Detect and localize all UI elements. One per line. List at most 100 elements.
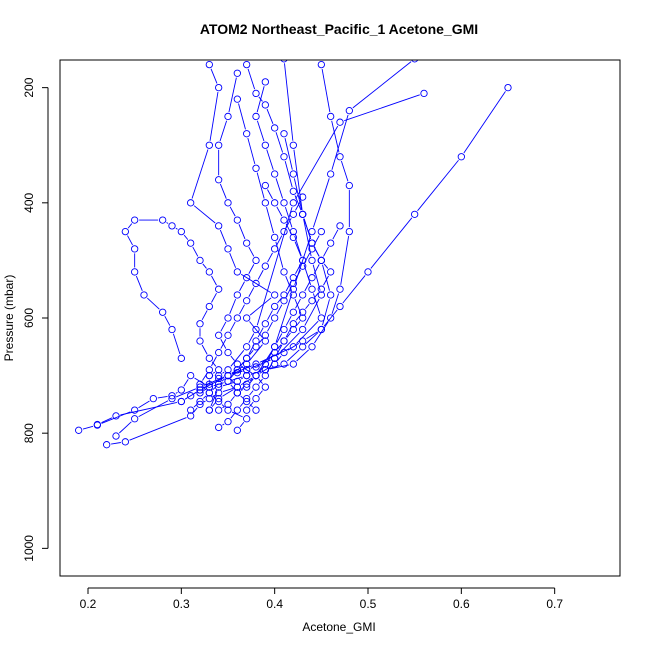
data-point xyxy=(233,268,241,276)
data-point xyxy=(261,331,269,339)
data-point xyxy=(224,366,232,374)
data-point xyxy=(215,380,223,388)
series-line-segment xyxy=(331,114,349,170)
data-point xyxy=(299,262,307,270)
series-line-segment xyxy=(295,125,339,200)
y-tick-label: 400 xyxy=(22,192,36,212)
series-line-segment xyxy=(240,386,244,391)
data-point xyxy=(233,95,241,103)
series-line-segment xyxy=(192,246,199,257)
data-point xyxy=(233,383,241,391)
series-line-segment xyxy=(211,275,217,286)
data-point xyxy=(261,360,269,368)
data-point xyxy=(224,418,232,426)
data-point xyxy=(215,83,223,92)
data-point xyxy=(252,360,260,368)
series-line-segment xyxy=(135,275,143,291)
data-point xyxy=(336,118,344,126)
data-point xyxy=(336,153,344,161)
series-line-segment xyxy=(211,292,217,303)
data-point xyxy=(159,308,167,316)
data-point xyxy=(336,285,344,293)
series-line-segment xyxy=(221,404,226,408)
data-point xyxy=(215,331,223,339)
data-point xyxy=(215,366,223,374)
series-line-segment xyxy=(294,298,302,314)
x-tick-label: 0.2 xyxy=(80,597,97,611)
series-line-segment xyxy=(222,388,234,392)
data-point xyxy=(233,69,241,77)
series-line-segment xyxy=(230,355,235,361)
series-line-segment xyxy=(183,234,189,240)
data-point xyxy=(243,130,251,138)
data-point xyxy=(308,297,316,305)
data-point xyxy=(327,314,335,322)
series-line-segment xyxy=(175,391,178,394)
data-point xyxy=(289,279,297,288)
series-line-segment xyxy=(202,386,207,391)
data-point xyxy=(280,360,288,368)
series-line-segment xyxy=(342,275,366,304)
series-line-segment xyxy=(240,273,272,293)
series-line-segment xyxy=(230,378,235,384)
plot-frame xyxy=(59,59,621,577)
data-point xyxy=(131,268,139,276)
data-point xyxy=(233,389,241,397)
series-line-segment xyxy=(249,297,272,316)
data-point xyxy=(308,256,316,265)
data-point xyxy=(308,274,316,282)
series-line-segment xyxy=(284,63,294,141)
data-point xyxy=(261,383,269,391)
data-point xyxy=(299,210,307,218)
data-point xyxy=(299,337,307,345)
series-line-segment xyxy=(138,400,169,418)
series-line-segment xyxy=(201,310,208,321)
data-point xyxy=(243,360,251,368)
data-point xyxy=(420,89,428,98)
x-tick-label: 0.6 xyxy=(453,597,470,611)
data-point xyxy=(261,320,269,328)
series-line-segment xyxy=(331,293,340,314)
data-point xyxy=(261,262,269,270)
data-point xyxy=(457,153,465,161)
data-point xyxy=(140,291,148,299)
data-point xyxy=(177,227,185,236)
data-point xyxy=(271,314,279,322)
series-line-segment xyxy=(164,315,171,326)
data-point xyxy=(280,130,288,138)
data-point xyxy=(205,394,213,403)
data-point xyxy=(261,366,269,374)
chart-title: ATOM2 Northeast_Pacific_1 Acetone_GMI xyxy=(200,21,478,37)
data-point xyxy=(252,112,260,121)
series-line-segment xyxy=(344,94,420,122)
data-point xyxy=(215,348,223,357)
series-line-segment xyxy=(212,371,216,374)
data-point xyxy=(261,181,269,190)
data-point xyxy=(289,170,297,178)
series-line-segment xyxy=(231,411,243,418)
series-line-segment xyxy=(230,350,245,367)
y-tick-label: 200 xyxy=(22,77,36,97)
series-line-segment xyxy=(267,310,273,321)
data-point xyxy=(261,199,269,207)
series-line-segment xyxy=(203,377,225,389)
series-line-segment xyxy=(221,378,226,382)
series-line-segment xyxy=(352,61,412,109)
series-line-segment xyxy=(295,269,301,280)
data-point xyxy=(75,426,83,434)
profile-series xyxy=(233,95,307,397)
series-line-segment xyxy=(275,241,284,268)
data-point xyxy=(252,279,260,288)
series-line-segment xyxy=(304,298,320,326)
series-line-segment xyxy=(232,376,243,381)
profile-series xyxy=(121,216,223,380)
series-line-segment xyxy=(202,263,207,269)
data-point xyxy=(196,337,204,345)
series-line-segment xyxy=(323,275,329,286)
series-line-segment xyxy=(269,364,290,370)
series-line-segment xyxy=(229,321,236,332)
series-line-segment xyxy=(183,379,189,387)
series-line-segment xyxy=(138,400,150,409)
data-point xyxy=(215,397,223,406)
series-line-segment xyxy=(313,235,320,246)
